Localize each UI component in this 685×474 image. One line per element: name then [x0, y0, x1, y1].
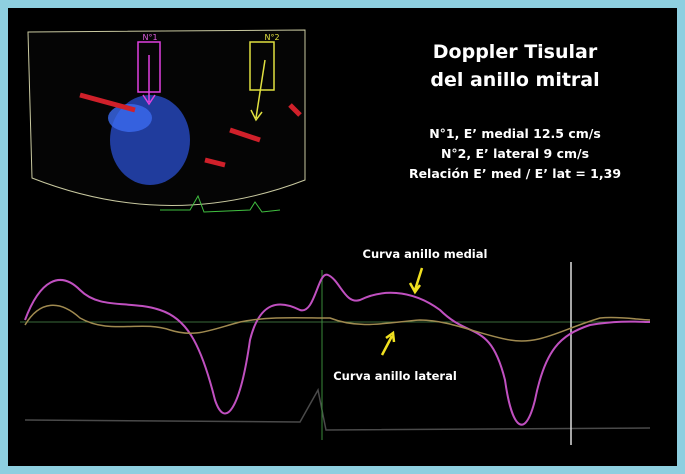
- measurement: N°2, E’ lateral 9 cm/s: [441, 146, 589, 161]
- sector-tag: N°1: [142, 33, 157, 42]
- curve-label: Curva anillo medial: [363, 247, 488, 261]
- title: Doppler Tisular: [433, 41, 598, 63]
- slide-canvas: N°1 N°2 Doppler Tisular del anillo mitra…: [0, 0, 685, 474]
- title: del anillo mitral: [430, 69, 599, 91]
- sector-tag: N°2: [264, 33, 279, 42]
- measurement: Relación E’ med / E’ lat = 1,39: [409, 166, 621, 181]
- slide: N°1 N°2 Doppler Tisular del anillo mitra…: [0, 0, 685, 474]
- measurement: N°1, E’ medial 12.5 cm/s: [429, 126, 601, 141]
- curve-label: Curva anillo lateral: [333, 369, 457, 383]
